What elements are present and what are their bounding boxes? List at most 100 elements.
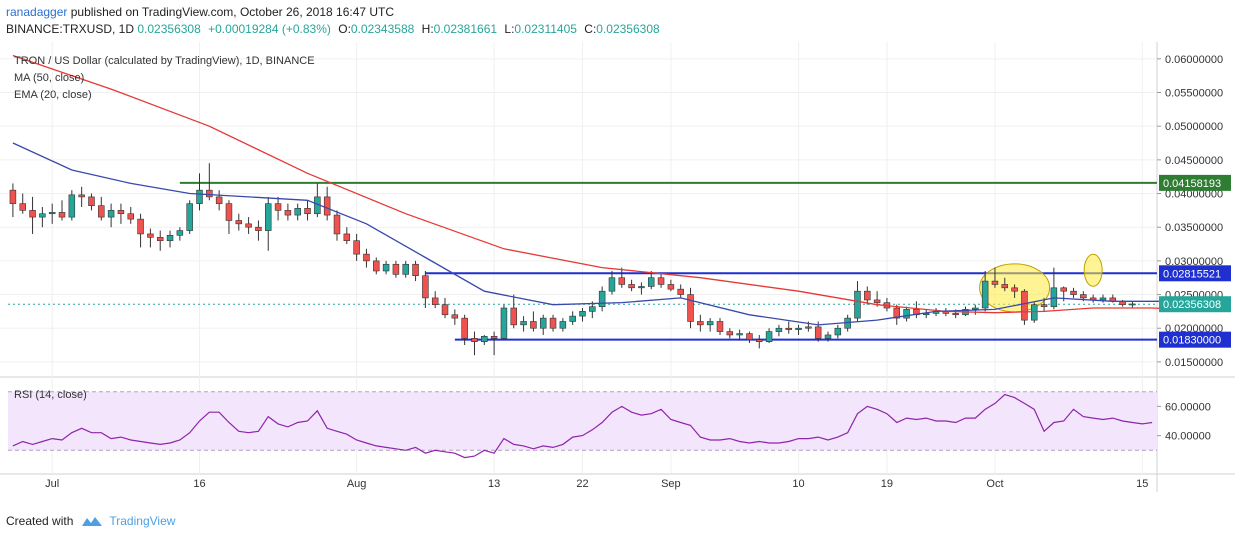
price-tick-label: 0.04500000 xyxy=(1165,155,1223,167)
candle-body xyxy=(137,218,144,235)
candle-body xyxy=(215,196,223,204)
candle-body xyxy=(1040,304,1048,307)
candle-body xyxy=(510,307,518,326)
candle-body xyxy=(19,203,26,211)
candle-body xyxy=(1011,287,1018,292)
candle-body xyxy=(598,290,606,307)
level-price-label: 0.04158193 xyxy=(1163,178,1221,190)
candle-body xyxy=(127,213,135,220)
time-tick-label: 13 xyxy=(488,478,500,490)
price-tick-label: 0.04000000 xyxy=(1165,189,1223,201)
candle-body xyxy=(225,203,233,221)
candle-body xyxy=(579,311,586,317)
candle-body xyxy=(373,260,380,272)
candle-body xyxy=(245,223,252,228)
candle-body xyxy=(58,212,66,218)
legend-ema: EMA (20, close) xyxy=(14,89,92,101)
open-value: 0.02343588 xyxy=(350,22,415,36)
candle-body xyxy=(638,286,645,289)
rsi-tick-label: 40.00000 xyxy=(1165,431,1211,443)
published-line: ranadagger published on TradingView.com,… xyxy=(6,5,394,19)
candle-body xyxy=(39,213,46,218)
candle-body xyxy=(156,237,164,241)
rsi-path xyxy=(12,393,1153,459)
low-value: 0.02311405 xyxy=(514,22,577,36)
tradingview-brand[interactable]: TradingView xyxy=(109,514,176,528)
level-price-label: 0.01830000 xyxy=(1163,335,1221,347)
candle-body xyxy=(1001,284,1009,289)
candle-body xyxy=(206,189,213,198)
time-axis[interactable]: Jul 16 Aug 13 22 Sep 10 19 Oct 15 xyxy=(45,478,1148,490)
price-axis[interactable]: 0.06000000 0.05500000 0.05000000 0.04500000… xyxy=(1157,54,1231,443)
time-tick-label: 19 xyxy=(881,478,893,490)
candle-body xyxy=(628,284,635,289)
candle-body xyxy=(422,275,429,299)
candle-body xyxy=(687,294,694,322)
candle-body xyxy=(343,233,351,241)
price-chart[interactable]: 0.06000000 0.05500000 0.05000000 0.04500000… xyxy=(0,42,1235,510)
candle-body xyxy=(667,284,675,290)
candle-body xyxy=(1030,304,1038,321)
footer: Created with TradingView xyxy=(6,514,175,528)
candle-body xyxy=(559,321,567,329)
candle-body xyxy=(765,331,773,342)
candle-body xyxy=(608,277,616,292)
highlight-ellipse xyxy=(1083,253,1103,287)
moving-averages xyxy=(12,54,1212,326)
candle-body xyxy=(363,253,370,262)
time-tick-label: Aug xyxy=(347,478,367,490)
candle-body xyxy=(412,263,419,276)
candle-body xyxy=(618,277,626,285)
candle-body xyxy=(903,309,910,319)
candle-body xyxy=(481,336,488,342)
candle-body xyxy=(854,290,861,319)
candle-body xyxy=(441,304,449,316)
level-price-label: 0.02815521 xyxy=(1163,268,1221,280)
level-price-tag xyxy=(1159,331,1231,348)
candle-body xyxy=(1070,290,1077,295)
candle-body xyxy=(520,321,527,326)
candle-body xyxy=(716,321,724,332)
candles xyxy=(9,163,1136,356)
level-price-tag xyxy=(1159,174,1231,191)
legend-ma: MA (50, close) xyxy=(14,72,84,84)
price-tick-label: 0.03000000 xyxy=(1165,256,1223,268)
high-key: H: xyxy=(421,22,434,36)
legend-rsi: RSI (14, close) xyxy=(14,389,87,401)
candle-body xyxy=(264,203,272,231)
price-tick-label: 0.05000000 xyxy=(1165,121,1223,133)
candle-body xyxy=(1050,287,1058,307)
candle-body xyxy=(805,326,812,329)
candle-body xyxy=(196,189,203,204)
high-value: 0.02381661 xyxy=(433,22,498,36)
time-tick-label: 10 xyxy=(792,478,804,490)
candle-body xyxy=(539,317,547,329)
candle-body xyxy=(88,196,95,206)
candle-body xyxy=(530,321,537,329)
candle-body xyxy=(657,277,665,285)
candle-body xyxy=(48,212,56,215)
candle-body xyxy=(834,327,842,336)
candle-body xyxy=(549,317,557,329)
candle-body xyxy=(333,214,341,235)
candle-body xyxy=(255,226,262,231)
candle-body xyxy=(274,203,282,211)
candle-body xyxy=(972,307,979,310)
rsi-line xyxy=(12,393,1153,459)
candle-body xyxy=(726,331,734,336)
author-link[interactable]: ranadagger xyxy=(6,5,68,19)
candle-body xyxy=(166,234,174,241)
candle-body xyxy=(392,263,400,275)
level-price-tag xyxy=(1159,265,1231,282)
price-tick-label: 0.06000000 xyxy=(1165,54,1223,66)
candle-body xyxy=(431,297,439,305)
candle-body xyxy=(706,321,714,326)
candle-body xyxy=(746,333,753,340)
candle-body xyxy=(697,321,704,326)
chart-header: ranadagger published on TradingView.com,… xyxy=(0,0,1235,42)
time-tick-label: Oct xyxy=(986,478,1003,490)
candle-body xyxy=(382,263,390,272)
last-price-label: 0.02356308 xyxy=(1163,299,1221,311)
candle-body xyxy=(1021,290,1028,321)
candle-body xyxy=(186,203,193,231)
